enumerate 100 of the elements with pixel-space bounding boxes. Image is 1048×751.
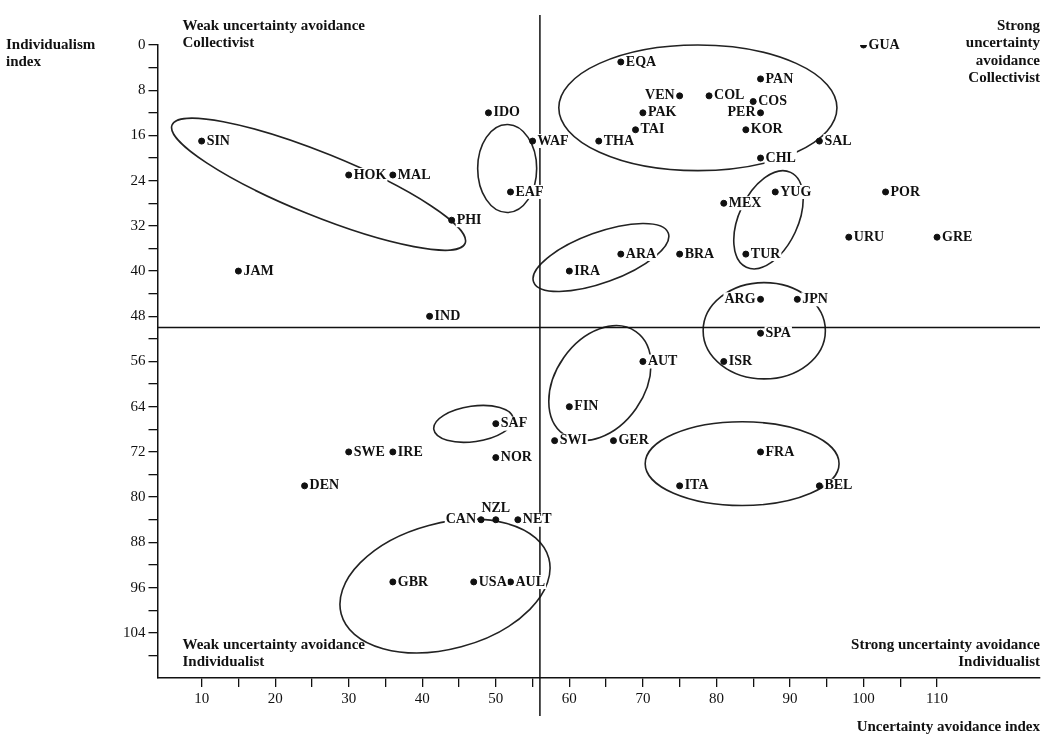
y-tick-label: 0: [138, 35, 146, 52]
series-label: EAF: [515, 183, 544, 199]
point: [345, 171, 353, 179]
annotation: Strong uncertainty avoidance Individualist: [851, 636, 1040, 671]
point: [477, 516, 485, 524]
point: [676, 250, 684, 258]
series-label: CAN: [445, 511, 477, 527]
x-axis-title: Uncertainty avoidance index: [856, 718, 1040, 736]
point: [529, 137, 537, 145]
series-label: NOR: [500, 449, 533, 465]
point: [757, 109, 765, 117]
series-label: TUR: [750, 245, 782, 261]
y-tick-label: 40: [130, 262, 146, 279]
point: [507, 578, 514, 586]
point: [301, 482, 309, 490]
point: [234, 267, 242, 275]
series-label: PAK: [647, 104, 677, 120]
series-label: CHL: [765, 149, 796, 165]
series-label: JPN: [802, 290, 828, 306]
point: [749, 98, 757, 106]
series-label: ARA: [625, 245, 658, 261]
series-label: GER: [618, 432, 650, 448]
y-tick-label: 104: [123, 623, 146, 640]
x-tick-label: 10: [194, 689, 210, 706]
point: [742, 250, 750, 258]
series-label: ISR: [728, 353, 754, 369]
series-label: FIN: [574, 398, 599, 414]
point: [617, 58, 625, 66]
point: [815, 482, 823, 490]
series-label: NET: [522, 511, 553, 527]
y-tick-label: 16: [130, 126, 146, 143]
point: [448, 216, 456, 224]
point: [345, 448, 353, 456]
series-label: SWI: [559, 432, 587, 448]
point: [757, 295, 765, 303]
point: [389, 171, 397, 179]
series-label: AUL: [515, 573, 546, 589]
x-tick-label: 100: [852, 689, 875, 706]
point: [492, 516, 500, 524]
series-label: IRA: [574, 262, 601, 278]
point: [595, 137, 603, 145]
point: [705, 92, 713, 100]
series-label: SIN: [206, 132, 230, 148]
y-tick-label: 24: [130, 171, 146, 188]
series-label: YUG: [780, 183, 812, 199]
point: [565, 403, 573, 411]
series-label: SPA: [765, 324, 792, 340]
point: [757, 448, 765, 456]
x-tick-label: 60: [561, 689, 577, 706]
series-label: EQA: [625, 53, 658, 69]
series-label: TAI: [640, 121, 665, 137]
point: [933, 233, 941, 241]
series-label: ARG: [724, 290, 756, 306]
series-label: DEN: [309, 477, 340, 493]
point: [720, 199, 728, 207]
x-tick-label: 80: [708, 689, 724, 706]
x-tick-label: 70: [635, 689, 651, 706]
point: [492, 420, 500, 428]
series-label: BEL: [824, 477, 853, 493]
point: [720, 358, 728, 365]
series-label: KOR: [750, 121, 784, 137]
point: [507, 188, 514, 196]
point: [632, 126, 640, 134]
y-tick-label: 64: [130, 397, 146, 414]
series-label: PAN: [765, 70, 794, 86]
y-tick-label: 96: [130, 578, 146, 595]
annotation: Weak uncertainty avoidance Collectivist: [182, 17, 365, 52]
series-label: SWE: [353, 443, 385, 459]
point: [551, 437, 559, 445]
y-tick-label: 80: [130, 488, 146, 505]
x-tick-label: 110: [926, 689, 949, 706]
y-tick-label: 72: [130, 442, 146, 459]
point: [492, 454, 500, 462]
point: [426, 312, 434, 320]
series-label: PHI: [456, 211, 482, 227]
series-label: NZL: [481, 500, 511, 516]
series-label: SAL: [824, 132, 852, 148]
point: [484, 109, 492, 117]
x-tick-label: 30: [341, 689, 357, 706]
y-tick-label: 56: [130, 352, 146, 369]
y-tick-label: 32: [130, 216, 146, 233]
series-label: COL: [714, 87, 745, 103]
point: [793, 295, 801, 303]
series-label: IDO: [493, 104, 520, 120]
series-label: JAM: [243, 262, 274, 278]
point: [815, 137, 823, 145]
y-axis-title: Individualism index: [6, 36, 97, 71]
point: [757, 329, 765, 337]
series-label: POR: [890, 183, 921, 199]
point: [676, 482, 684, 490]
series-label: IRE: [397, 443, 423, 459]
point: [757, 75, 765, 83]
point: [742, 126, 750, 134]
y-tick-label: 88: [130, 533, 146, 550]
annotation: Strong uncertainty avoidance Collectivist: [965, 17, 1040, 86]
series-label: THA: [603, 132, 635, 148]
series-label: FRA: [765, 443, 796, 459]
point: [609, 437, 617, 445]
series-label: IND: [434, 307, 461, 323]
x-tick-label: 90: [782, 689, 798, 706]
